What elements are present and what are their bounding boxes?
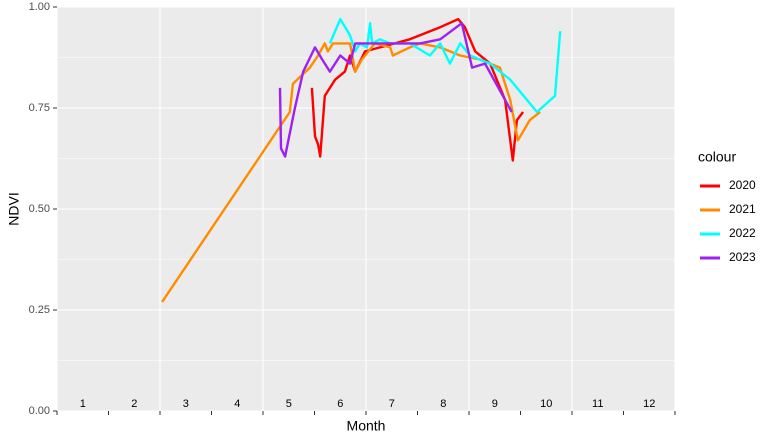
- data-line: [310, 17, 525, 162]
- month-label: 2: [131, 398, 137, 410]
- month-label: 5: [286, 398, 292, 410]
- y-tick-label: 0.25: [29, 304, 50, 316]
- y-tick-label: 0.50: [29, 203, 50, 215]
- data-line: [278, 22, 513, 158]
- legend-text: 2021: [729, 202, 756, 216]
- plot-panel: [56, 6, 676, 412]
- y-tick-label: 0.00: [29, 405, 50, 417]
- month-label: 3: [183, 398, 189, 410]
- y-tick-label: 1.00: [29, 1, 50, 13]
- legend-text: 2022: [729, 226, 756, 240]
- y-tick-label: 0.75: [29, 102, 50, 114]
- month-label: 6: [337, 398, 343, 410]
- month-label: 4: [234, 398, 240, 410]
- legend-title: colour: [698, 149, 736, 165]
- month-label: 7: [389, 398, 395, 410]
- month-label: 1: [80, 398, 86, 410]
- month-label: 11: [592, 398, 603, 410]
- month-label: 9: [492, 398, 498, 410]
- month-label: 10: [540, 398, 552, 410]
- y-axis-title: NDVI: [6, 192, 22, 225]
- month-label: 8: [440, 398, 446, 410]
- x-axis-title: Month: [347, 418, 386, 434]
- month-label: 12: [643, 398, 655, 410]
- legend-text: 2023: [729, 250, 756, 264]
- legend-text: 2020: [729, 178, 756, 192]
